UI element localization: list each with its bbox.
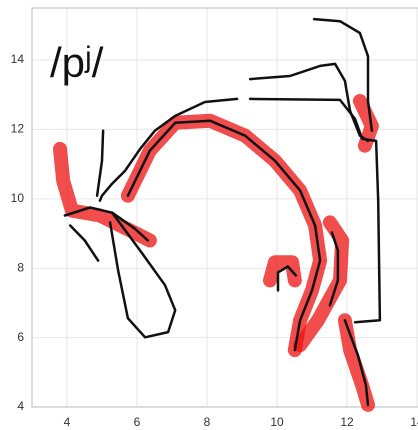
y-tick-label: 12	[11, 122, 25, 136]
x-tick-label: 6	[134, 415, 141, 429]
variance-band	[293, 215, 350, 353]
variance-band	[53, 141, 157, 248]
plot-frame	[31, 7, 418, 408]
contour	[95, 129, 105, 197]
contour	[98, 97, 239, 202]
contour	[108, 211, 177, 339]
x-tick-label: 8	[204, 415, 211, 429]
x-tick-label: 14	[410, 415, 418, 429]
y-tick-label: 8	[17, 260, 24, 274]
y-tick-label: 14	[11, 52, 25, 66]
y-tick-label: 6	[17, 330, 24, 344]
contour	[63, 206, 150, 242]
contour	[248, 97, 382, 324]
contour	[68, 224, 100, 262]
contour	[312, 17, 374, 133]
contour	[276, 265, 298, 292]
x-tick-label: 10	[270, 415, 284, 429]
contour	[126, 119, 322, 352]
x-tick-label: 12	[340, 415, 354, 429]
contour	[343, 319, 370, 407]
contour	[328, 231, 340, 307]
y-tick-label: 4	[17, 399, 24, 413]
variance-band	[337, 313, 375, 412]
chart-title: /pʲ/	[50, 39, 104, 86]
contour	[248, 62, 370, 143]
y-tick-label: 10	[11, 191, 25, 205]
x-tick-label: 4	[64, 415, 71, 429]
